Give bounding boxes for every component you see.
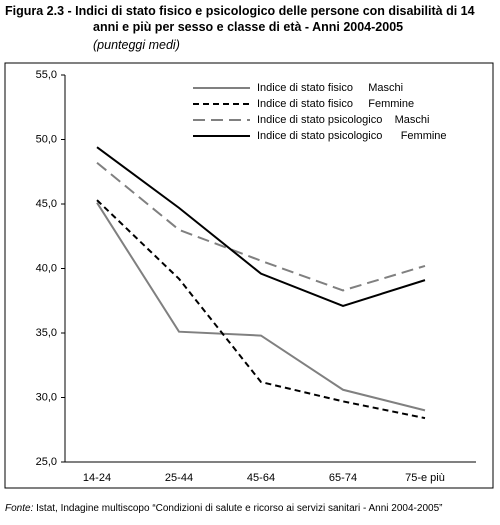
legend-label: Indice di stato fisico Maschi xyxy=(257,82,403,94)
y-tick-label: 45,0 xyxy=(36,198,57,210)
y-tick-label: 55,0 xyxy=(36,69,57,81)
legend-label: Indice di stato fisico Femmine xyxy=(257,98,414,110)
y-tick-label: 35,0 xyxy=(36,327,57,339)
x-tick-label: 14-24 xyxy=(83,472,111,484)
source-note: Fonte: Istat, Indagine multiscopo “Condi… xyxy=(5,503,442,514)
chart-border xyxy=(4,62,494,489)
x-tick-label: 25-44 xyxy=(165,472,193,484)
chart-title: Figura 2.3 - Indici di stato fisico e ps… xyxy=(5,4,475,34)
chart-subtitle: (punteggi medi) xyxy=(93,38,180,52)
x-tick-label: 75-e più xyxy=(405,472,445,484)
data-line xyxy=(96,161,426,292)
source-text: Istat, Indagine multiscopo “Condizioni d… xyxy=(36,503,443,514)
x-tick-label: 65-74 xyxy=(329,472,357,484)
source-label: Fonte: xyxy=(5,503,34,514)
y-tick-label: 25,0 xyxy=(36,456,57,468)
chart: 25,0 30,0 35,0 40,0 45,0 50,0 55,0 14-24 25-44 45… xyxy=(4,62,494,489)
x-tick-label: 45-64 xyxy=(247,472,275,484)
legend-label: Indice di stato psicologico Maschi xyxy=(257,114,429,126)
y-tick-label: 30,0 xyxy=(36,391,57,403)
y-tick-label: 50,0 xyxy=(36,133,57,145)
y-tick-label: 40,0 xyxy=(36,262,57,274)
data-line xyxy=(96,199,426,420)
legend-label: Indice di stato psicologico Femmine xyxy=(257,130,447,142)
data-line xyxy=(96,146,426,307)
data-line xyxy=(96,202,426,412)
